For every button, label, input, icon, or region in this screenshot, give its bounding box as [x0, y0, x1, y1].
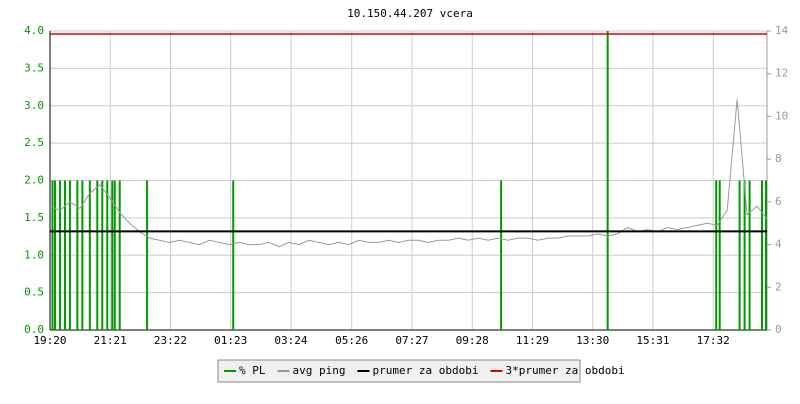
y2-tick-label: 6 — [775, 195, 782, 208]
x-tick-label: 23:22 — [154, 334, 187, 347]
y-tick-label: 3.0 — [24, 99, 44, 112]
y-tick-label: 4.0 — [24, 24, 44, 37]
y2-tick-label: 8 — [775, 152, 782, 165]
x-tick-label: 21:21 — [94, 334, 127, 347]
y-tick-label: 1.0 — [24, 248, 44, 261]
y2-tick-label: 10 — [775, 109, 788, 122]
y-tick-label: 0.5 — [24, 286, 44, 299]
legend-box — [217, 359, 581, 383]
y2-tick-label: 0 — [775, 323, 782, 336]
x-tick-label: 13:30 — [576, 334, 609, 347]
legend-label: prumer za obdobi — [372, 364, 478, 377]
x-tick-label: 17:32 — [697, 334, 730, 347]
legend-label: avg ping — [293, 364, 346, 377]
ping-line — [49, 99, 768, 248]
y2-tick-label: 2 — [775, 280, 782, 293]
y-tick-label: 1.5 — [24, 211, 44, 224]
y-tick-label: 3.5 — [24, 61, 44, 74]
y-tick-label: 2.0 — [24, 174, 44, 187]
x-tick-label: 19:20 — [33, 334, 66, 347]
y2-tick-label: 4 — [775, 238, 782, 251]
y2-tick-label: 14 — [775, 24, 789, 37]
x-tick-label: 05:26 — [335, 334, 368, 347]
legend-label: % PL — [239, 364, 266, 377]
x-tick-label: 09:28 — [456, 334, 489, 347]
x-tick-label: 03:24 — [274, 334, 307, 347]
x-tick-label: 01:23 — [214, 334, 247, 347]
x-tick-label: 11:29 — [516, 334, 549, 347]
y-tick-label: 2.5 — [24, 136, 44, 149]
chart-title: 10.150.44.207 vcera — [347, 7, 473, 20]
legend-label: 3*prumer za obdobi — [505, 364, 624, 377]
y-tick-label: 0.0 — [24, 323, 44, 336]
x-tick-label: 07:27 — [395, 334, 428, 347]
y2-tick-label: 12 — [775, 67, 788, 80]
x-tick-label: 15:31 — [636, 334, 669, 347]
